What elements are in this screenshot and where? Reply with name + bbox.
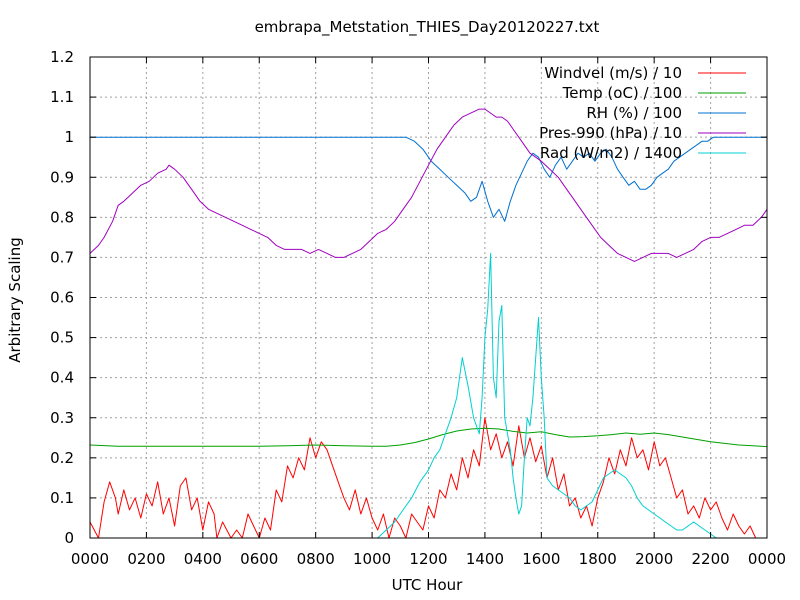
legend-label: Pres-990 (hPa) / 10: [539, 124, 682, 142]
series-group: [89, 108, 768, 539]
series-line-2: [90, 136, 767, 222]
x-tick-label: 2000: [635, 550, 673, 568]
x-tick-label: 0000: [71, 550, 109, 568]
series-line-3: [89, 108, 768, 262]
x-tick-label: 0000: [748, 550, 786, 568]
x-tick-label: 0800: [297, 550, 335, 568]
series-line-0: [89, 417, 757, 539]
y-tick-label: 0.6: [50, 289, 74, 307]
y-tick-label: 0: [64, 529, 74, 547]
x-axis-label: UTC Hour: [392, 576, 463, 594]
x-tick-label: 2200: [691, 550, 729, 568]
y-tick-label: 0.9: [50, 168, 74, 186]
y-tick-label: 0.8: [50, 208, 74, 226]
x-tick-label: 0600: [240, 550, 278, 568]
y-axis-label: Arbitrary Scaling: [6, 237, 24, 363]
y-tick-label: 0.2: [50, 449, 74, 467]
y-tick-label: 1.2: [50, 48, 74, 66]
x-tick-label: 1000: [353, 550, 391, 568]
legend-label: Windvel (m/s) / 10: [544, 64, 682, 82]
x-tick-label: 0200: [127, 550, 165, 568]
chart-title: embrapa_Metstation_THIES_Day20120227.txt: [255, 18, 600, 37]
series-line-1: [89, 427, 768, 448]
x-tick-label: 1600: [522, 550, 560, 568]
legend: Windvel (m/s) / 10 Temp (oC) / 100 RH (%) …: [539, 64, 746, 162]
series-line-4: [90, 252, 767, 539]
legend-label: Temp (oC) / 100: [562, 84, 682, 102]
y-tick-label: 1.1: [50, 88, 74, 106]
y-tick-label: 0.7: [50, 248, 74, 266]
x-tick-label: 0400: [184, 550, 222, 568]
legend-label: RH (%) / 100: [586, 104, 682, 122]
y-tick-label: 0.5: [50, 329, 74, 347]
x-tick-label: 1800: [579, 550, 617, 568]
legend-label: Rad (W/m2) / 1400: [540, 144, 682, 162]
y-tick-label: 0.1: [50, 489, 74, 507]
y-tick-label: 0.4: [50, 369, 74, 387]
y-tick-label: 1: [64, 128, 74, 146]
y-tick-label: 0.3: [50, 409, 74, 427]
x-tick-label: 1200: [409, 550, 447, 568]
axis-ticks: 0000 0200 0400 0600 0800 1000 1200 1400 1600 1800…: [50, 48, 786, 568]
x-tick-label: 1400: [466, 550, 504, 568]
